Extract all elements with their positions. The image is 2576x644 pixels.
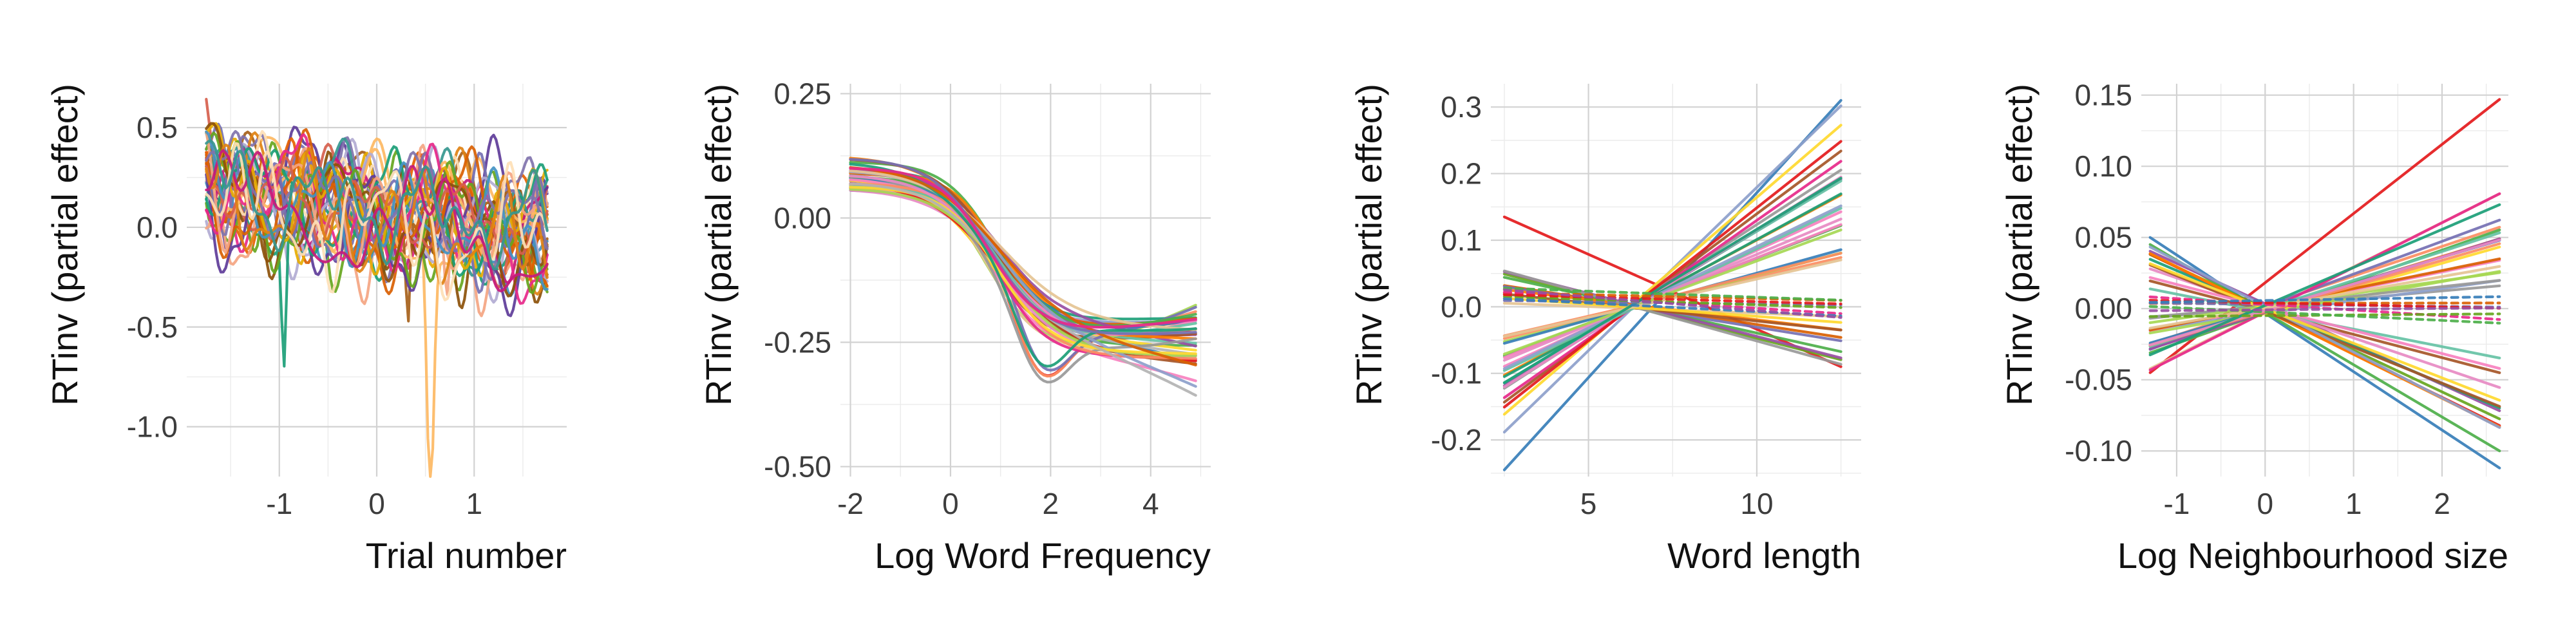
y-tick-label: 0.25 — [773, 77, 831, 110]
x-tick-label: 0 — [942, 487, 959, 520]
y-axis-title: RTinv (partial effect) — [1999, 84, 2040, 406]
y-axis-title: RTinv (partial effect) — [1349, 84, 1389, 406]
series-line — [1502, 149, 1842, 404]
x-axis-title: Log Neighbourhood size — [2117, 535, 2508, 576]
series-line — [1502, 289, 1842, 319]
series-line — [2148, 238, 2501, 346]
series-line — [1502, 296, 1842, 324]
y-tick-label: 0.15 — [2074, 79, 2132, 112]
y-tick-label: -0.5 — [127, 310, 178, 344]
y-tick-label: 0.3 — [1441, 90, 1482, 124]
series-line — [1502, 287, 1842, 302]
series-line — [849, 167, 1197, 329]
y-tick-label: -0.05 — [2065, 363, 2132, 397]
series-line — [849, 174, 1197, 384]
x-tick-label: 2 — [2434, 487, 2450, 520]
series-line — [2148, 307, 2501, 312]
x-tick-label: 10 — [1740, 487, 1773, 520]
y-tick-label: 0.0 — [1441, 290, 1482, 323]
y-tick-label: 0.2 — [1441, 157, 1482, 191]
series-line — [1502, 269, 1842, 366]
y-tick-label: 0.05 — [2074, 221, 2132, 254]
y-tick-label: -0.25 — [764, 326, 831, 359]
series-line — [205, 156, 549, 255]
series-line — [1502, 140, 1842, 409]
x-tick-label: -1 — [266, 487, 292, 520]
panel-log-neighbourhood-size: -1 0 1 2 -0.10 -0.05 0.00 0.05 0.10 0.15 Log Neigh… — [1999, 79, 2508, 576]
panel-log-word-frequency: -2 0 2 4 -0.50 -0.25 0.00 0.25 Log Word Frequenc… — [698, 77, 1211, 576]
y-axis-title: RTinv (partial effect) — [44, 84, 85, 406]
series-line — [1502, 176, 1842, 384]
y-tick-label: -0.50 — [764, 450, 831, 484]
x-tick-label: 5 — [1580, 487, 1597, 520]
series-line — [1502, 292, 1842, 332]
series-line — [2148, 276, 2501, 370]
x-tick-label: -2 — [837, 487, 864, 520]
panel-word-length: 5 10 -0.2 -0.1 0.0 0.1 0.2 0.3 Word length RTinv … — [1349, 84, 1861, 576]
x-axis-title: Log Word Frequency — [875, 535, 1211, 576]
series-line — [849, 162, 1197, 368]
y-tick-label: 0.00 — [2074, 292, 2132, 325]
series-line — [2148, 192, 2501, 372]
x-axis-title: Trial number — [366, 535, 567, 576]
series-line — [1502, 218, 1842, 362]
series-line — [2148, 265, 2501, 330]
x-tick-label: 0 — [2257, 487, 2273, 520]
series-line — [205, 143, 549, 285]
series-line — [1502, 295, 1842, 309]
series-group — [849, 156, 1197, 397]
x-tick-label: -1 — [2163, 487, 2190, 520]
series-line — [2148, 245, 2501, 429]
series-line — [1502, 124, 1842, 416]
series-group — [2148, 98, 2501, 469]
series-line — [1502, 204, 1842, 370]
series-line — [2148, 295, 2501, 304]
y-tick-label: 0.00 — [773, 201, 831, 234]
x-tick-label: 2 — [1043, 487, 1059, 520]
series-line — [1502, 228, 1842, 355]
x-tick-label: 4 — [1142, 487, 1159, 520]
y-tick-label: 0.5 — [137, 111, 178, 144]
series-group — [1502, 99, 1842, 471]
y-tick-label: -0.10 — [2065, 434, 2132, 468]
series-line — [1502, 293, 1842, 305]
series-line — [849, 166, 1197, 366]
y-tick-label: -1.0 — [127, 410, 178, 444]
x-tick-label: 0 — [368, 487, 385, 520]
y-tick-label: -0.1 — [1431, 357, 1482, 390]
y-tick-label: 0.1 — [1441, 223, 1482, 257]
x-tick-label: 1 — [2345, 487, 2362, 520]
series-line — [205, 149, 549, 293]
series-line — [2148, 262, 2501, 402]
series-line — [2148, 203, 2501, 357]
y-tick-label: 0.0 — [137, 211, 178, 244]
panel-trial-number: -1 0 1 -1.0 -0.5 0.0 0.5 Trial number RTinv (par… — [44, 84, 567, 576]
y-tick-label: -0.2 — [1431, 423, 1482, 457]
series-line — [1502, 192, 1842, 378]
y-axis-title: RTinv (partial effect) — [698, 84, 739, 406]
series-line — [205, 139, 549, 270]
series-group — [205, 97, 549, 478]
x-axis-title: Word length — [1667, 535, 1861, 576]
y-tick-label: 0.10 — [2074, 149, 2132, 183]
x-tick-label: 1 — [466, 487, 482, 520]
series-line — [2148, 263, 2501, 408]
